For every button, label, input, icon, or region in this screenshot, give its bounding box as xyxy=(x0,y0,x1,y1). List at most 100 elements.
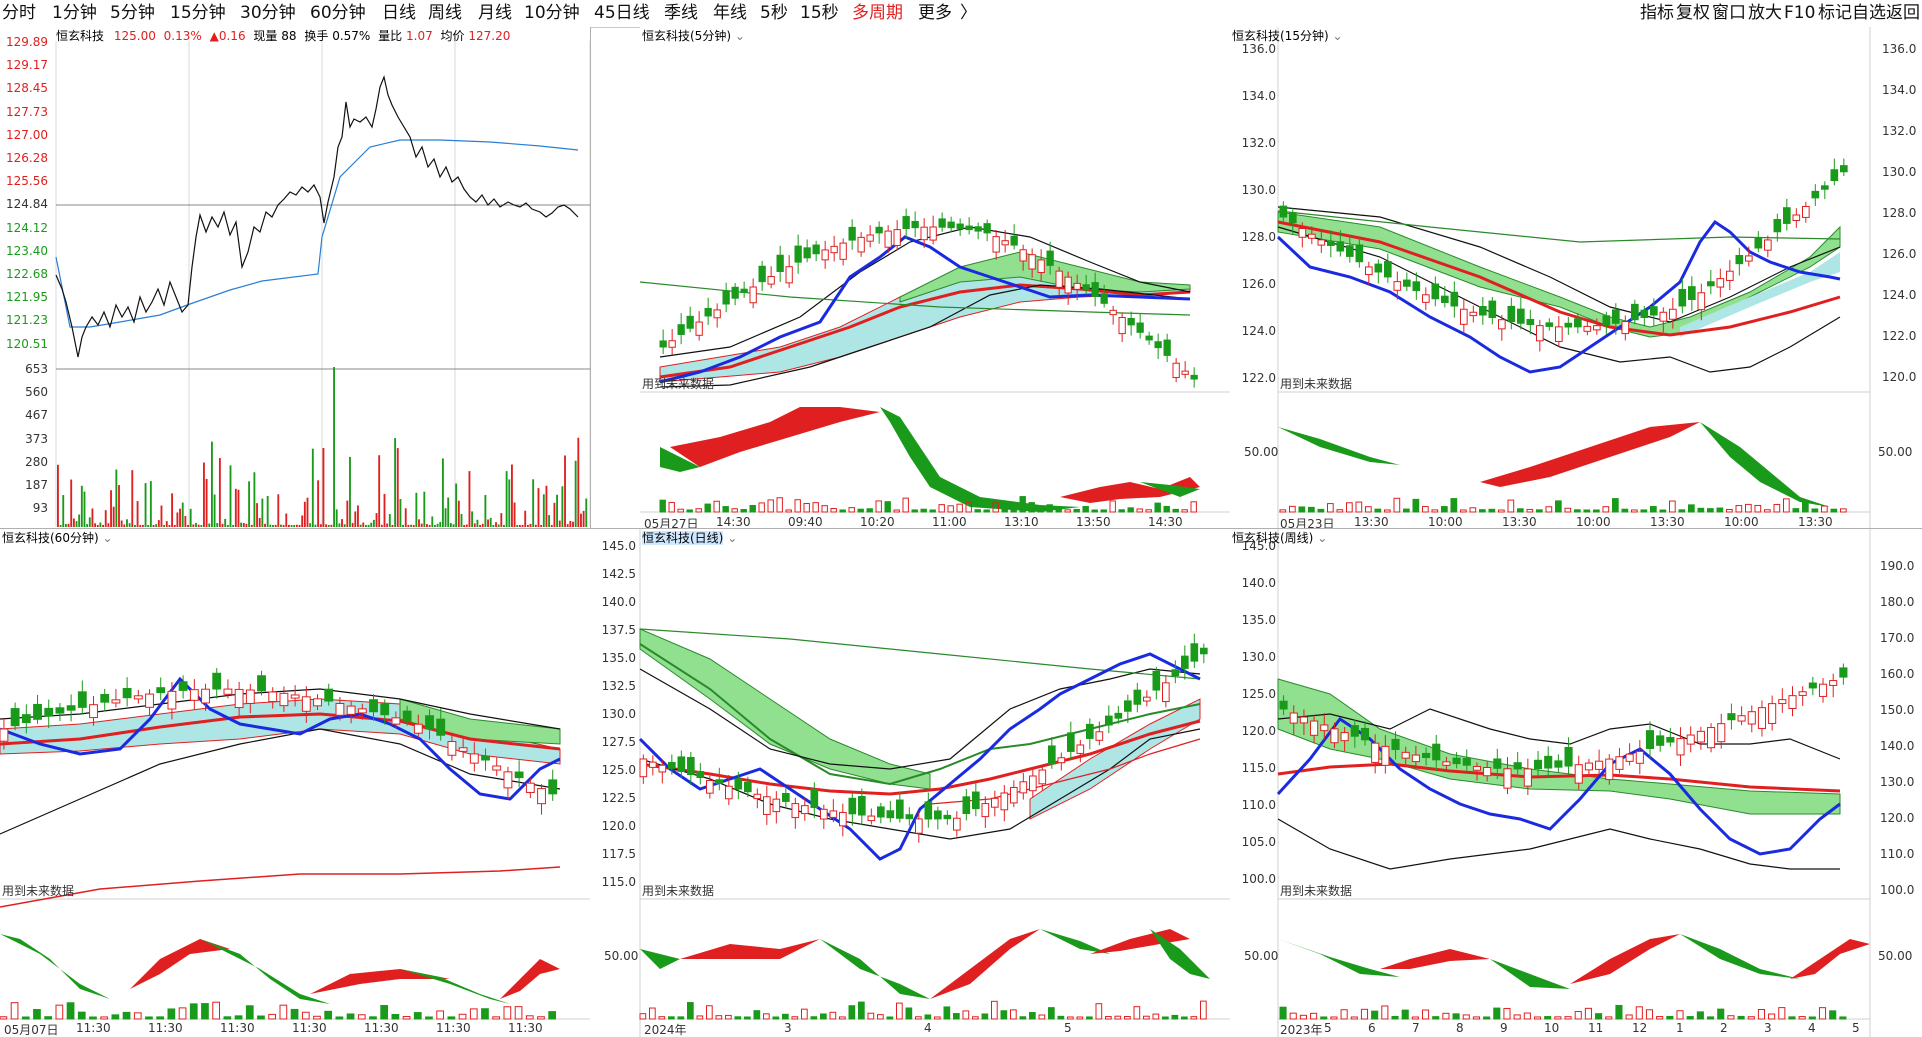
volume-bar xyxy=(325,524,328,527)
dropdown-icon[interactable]: ⌄ xyxy=(727,531,738,545)
macd-bar xyxy=(943,1006,951,1020)
price-tick: 130.0 xyxy=(601,707,636,721)
volume-bar xyxy=(423,491,426,527)
volume-bar xyxy=(72,518,75,527)
macd-bar xyxy=(830,508,837,513)
period-tab-timeshare[interactable]: 分时 xyxy=(2,3,36,23)
more-chevron-icon[interactable]: 〉 xyxy=(960,3,977,23)
kline-15min-panel[interactable]: 恒玄科技(15分钟) ⌄ 用到未来数据 136.0 134.0 132.0 130.0… xyxy=(1230,27,1922,528)
macd-bar xyxy=(1503,1007,1511,1020)
period-tab-season[interactable]: 季线 xyxy=(664,3,698,23)
toolbar-mark-button[interactable]: 标记 xyxy=(1818,3,1852,23)
price-tick: 134.0 xyxy=(1241,89,1276,103)
kline-5min-panel[interactable]: 恒玄科技(5分钟) ⌄ 用到未来数据 05月27日 14:30 09:40 10:20… xyxy=(640,27,1230,528)
candle xyxy=(178,681,188,691)
volume-bar xyxy=(542,494,545,527)
candle xyxy=(1659,311,1668,322)
macd-bar xyxy=(1327,503,1334,513)
time-tick: 14:30 xyxy=(1148,515,1183,528)
volume-tick: 653 xyxy=(25,362,48,376)
candle xyxy=(1401,751,1410,759)
time-tick: 5 xyxy=(1324,1021,1332,1035)
macd-bar xyxy=(1422,1009,1430,1020)
volume-bar xyxy=(120,520,123,527)
macd-bar xyxy=(469,1008,478,1020)
macd-bar xyxy=(1818,1007,1827,1020)
macd-bar xyxy=(953,1013,960,1020)
candle xyxy=(1798,691,1807,696)
period-tab-month[interactable]: 月线 xyxy=(478,3,512,23)
toolbar-indicator-button[interactable]: 指标 xyxy=(1640,3,1674,23)
candle xyxy=(1460,308,1468,325)
macd-bar xyxy=(346,1013,355,1020)
candle xyxy=(1371,742,1380,763)
period-tab-day[interactable]: 日线 xyxy=(382,3,416,23)
period-tab-10min[interactable]: 10分钟 xyxy=(524,3,580,23)
period-tab-5sec[interactable]: 5秒 xyxy=(760,3,788,23)
volume-bar xyxy=(88,517,91,527)
macd-bar xyxy=(1555,500,1562,513)
dropdown-icon[interactable]: ⌄ xyxy=(1332,29,1343,43)
candle xyxy=(1735,254,1744,265)
time-tick: 11 xyxy=(1588,1021,1604,1035)
toolbar-window-button[interactable]: 窗口 xyxy=(1712,3,1746,23)
toolbar-f10-button[interactable]: F10 xyxy=(1784,3,1816,23)
period-tab-15min[interactable]: 15分钟 xyxy=(170,3,226,23)
macd-bar xyxy=(1181,509,1188,513)
toolbar-watchlist-button[interactable]: 自选 xyxy=(1852,3,1886,23)
macd-bar xyxy=(145,1016,153,1020)
volume-bar xyxy=(372,519,375,527)
price-tick: 122.0 xyxy=(1241,371,1276,385)
price-tick: 132.0 xyxy=(1241,136,1276,150)
candle xyxy=(668,761,676,769)
toolbar-zoom-button[interactable]: 放大 xyxy=(1748,3,1782,23)
macd-bar xyxy=(1279,509,1287,513)
period-tab-15sec[interactable]: 15秒 xyxy=(800,3,839,23)
candle xyxy=(1747,711,1756,725)
kline-week-panel[interactable]: 恒玄科技(周线) ⌄ 用到未来数据 145.0 140.0 135.0 130.0 12… xyxy=(1230,529,1922,1037)
period-tab-1min[interactable]: 1分钟 xyxy=(52,3,97,23)
macd-bar xyxy=(695,508,702,513)
candle xyxy=(715,779,724,784)
toolbar-adjust-button[interactable]: 复权 xyxy=(1676,3,1710,23)
macd-bar xyxy=(1038,1014,1046,1020)
volume-bar xyxy=(529,523,532,527)
dropdown-icon[interactable]: ⌄ xyxy=(734,29,745,43)
period-tab-more[interactable]: 更多 xyxy=(918,3,952,23)
candle xyxy=(1493,758,1502,769)
candle xyxy=(858,795,866,816)
dropdown-icon[interactable]: ⌄ xyxy=(102,531,113,545)
period-tab-year[interactable]: 年线 xyxy=(713,3,747,23)
macd-bar xyxy=(731,508,738,513)
candle xyxy=(1422,294,1430,303)
macd-bar xyxy=(223,1016,232,1020)
candle xyxy=(794,245,802,263)
candle xyxy=(829,810,838,818)
time-tick: 14:30 xyxy=(716,515,751,528)
macd-bar xyxy=(1472,1016,1480,1020)
kline-day-panel[interactable]: 恒玄科技(日线) ⌄ 用到未来数据 145.0 142.5 140.0 137.5 13… xyxy=(590,529,1230,1037)
macd-bar xyxy=(1635,1006,1643,1020)
toolbar-back-button[interactable]: 返回 xyxy=(1886,3,1920,23)
period-tab-week[interactable]: 周线 xyxy=(428,3,462,23)
period-tab-45day[interactable]: 45日线 xyxy=(594,3,650,23)
period-tab-60min[interactable]: 60分钟 xyxy=(310,3,366,23)
volume-bar xyxy=(362,522,365,527)
period-tab-30min[interactable]: 30分钟 xyxy=(240,3,296,23)
dropdown-icon[interactable]: ⌄ xyxy=(1317,531,1328,545)
kline-60min-panel[interactable]: 恒玄科技(60分钟) ⌄ 用到未来数据 05月07日 11:30 11:30 11:3… xyxy=(0,529,590,1037)
intraday-panel[interactable]: 恒玄科技 125.00 0.13% ▲0.16 现量 88 换手 0.57% 量… xyxy=(0,27,590,528)
macd-bar xyxy=(1330,1016,1338,1020)
candle xyxy=(1091,282,1099,297)
macd-bar xyxy=(33,1009,41,1020)
period-tab-multi[interactable]: 多周期 xyxy=(852,3,903,23)
macd-bar xyxy=(1118,509,1125,513)
price-tick: 132.5 xyxy=(601,679,636,693)
volume-bar xyxy=(165,521,168,527)
macd-bar xyxy=(1001,507,1008,513)
volume-bar xyxy=(285,513,288,527)
volume-bar xyxy=(189,508,192,527)
price-tick: 120.0 xyxy=(1880,811,1915,825)
period-tab-5min[interactable]: 5分钟 xyxy=(110,3,155,23)
candle xyxy=(1000,792,1009,811)
